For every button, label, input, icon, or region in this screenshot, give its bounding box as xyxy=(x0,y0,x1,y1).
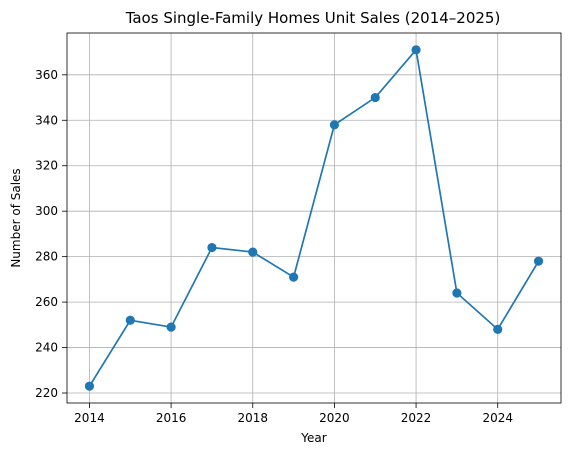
sales-point-2025 xyxy=(533,256,544,266)
grid xyxy=(67,33,561,403)
x-axis-label: Year xyxy=(300,431,326,445)
x-tick-label-2018: 2018 xyxy=(237,411,268,425)
sales-point-2024 xyxy=(493,324,503,334)
sales-point-2018 xyxy=(248,247,258,257)
sales-point-2016 xyxy=(166,322,176,332)
sales-point-2021 xyxy=(370,92,380,103)
y-tick-label-220: 220 xyxy=(35,386,58,400)
sales-point-2015 xyxy=(125,315,135,325)
x-tick-label-2020: 2020 xyxy=(319,411,350,425)
sales-point-2023 xyxy=(452,288,462,298)
y-tick-label-360: 360 xyxy=(35,68,58,82)
x-tick-label-2016: 2016 xyxy=(156,411,187,425)
y-tick-label-260: 260 xyxy=(35,295,58,309)
x-tick-label-2022: 2022 xyxy=(401,411,432,425)
y-tick-label-240: 240 xyxy=(35,341,58,355)
sales-point-2014 xyxy=(84,381,95,391)
x-tick-label-2024: 2024 xyxy=(482,411,513,425)
sales-series-line xyxy=(88,47,540,387)
sales-point-2019 xyxy=(288,272,299,282)
sales-point-2020 xyxy=(329,120,340,130)
y-tick-label-300: 300 xyxy=(35,204,58,218)
x-tick-label-2014: 2014 xyxy=(74,411,105,425)
y-tick-label-340: 340 xyxy=(35,113,58,127)
sales-point-2017 xyxy=(207,242,217,253)
y-tick-label-320: 320 xyxy=(35,159,58,173)
y-axis-label: Number of Sales xyxy=(9,168,23,267)
y-tick-label-280: 280 xyxy=(35,250,58,264)
series xyxy=(84,45,544,391)
axis-ticks: 2014 2016 2018 2020 2022 2024 220 240 260 280 300 3… xyxy=(35,68,513,425)
plot-area-frame xyxy=(66,32,562,404)
sales-point-2022 xyxy=(411,45,421,55)
chart-title: Taos Single-Family Homes Unit Sales (201… xyxy=(125,9,501,27)
